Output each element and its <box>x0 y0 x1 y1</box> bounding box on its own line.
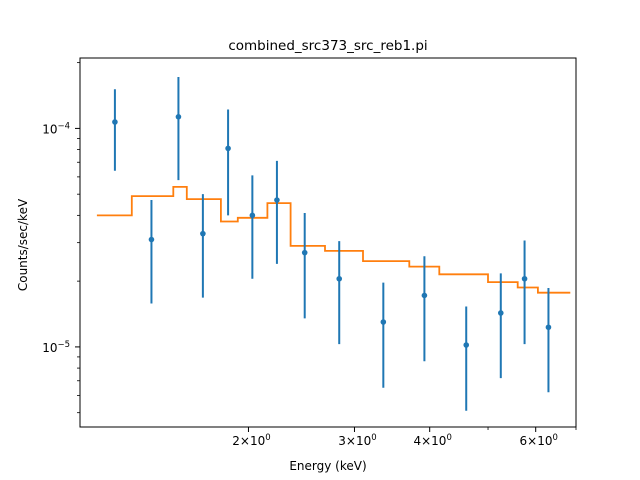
data-marker <box>421 292 428 299</box>
data-marker <box>380 319 387 325</box>
data-point-11 <box>421 256 428 362</box>
plot-frame <box>79 57 577 428</box>
x-tick-label: 3×100 <box>338 433 376 448</box>
data-point-5 <box>225 109 231 216</box>
data-marker <box>175 114 182 120</box>
data-point-6 <box>249 175 256 279</box>
x-tick-label: 6×100 <box>520 433 558 448</box>
data-point-3 <box>175 76 182 181</box>
data-marker <box>148 236 155 243</box>
data-point-15 <box>545 288 552 393</box>
model-layer <box>96 186 571 294</box>
data-marker <box>200 230 206 237</box>
y-axis-label: Counts/sec/keV <box>16 198 30 291</box>
data-point-8 <box>301 213 308 319</box>
data-marker <box>112 119 118 125</box>
data-marker <box>336 275 343 282</box>
data-point-10 <box>380 282 387 388</box>
data-point-9 <box>336 241 343 345</box>
y-tick-label: 10−4 <box>42 121 70 136</box>
model-step-line <box>96 186 571 294</box>
data-point-12 <box>463 306 470 411</box>
x-tick-label: 2×100 <box>232 433 270 448</box>
data-point-14 <box>521 240 528 345</box>
data-point-7 <box>274 160 280 264</box>
y-tick-label: 10−5 <box>42 340 70 355</box>
data-point-4 <box>200 194 206 298</box>
data-marker <box>225 145 231 152</box>
data-marker <box>521 275 528 282</box>
data-marker <box>497 310 504 316</box>
data-points-layer <box>112 76 552 411</box>
chart-title: combined_src373_src_reb1.pi <box>228 38 427 54</box>
x-axis-label: Energy (keV) <box>289 459 366 473</box>
data-marker <box>545 324 552 331</box>
data-marker <box>301 249 308 256</box>
ticks-layer: 2×100 3×100 4×100 6×100 10−5 10−4 <box>42 62 577 448</box>
x-tick-label: 4×100 <box>413 433 451 448</box>
data-point-13 <box>497 273 504 379</box>
data-point-1 <box>112 89 118 171</box>
data-marker <box>463 342 470 348</box>
data-point-2 <box>148 200 155 304</box>
data-marker <box>274 197 280 203</box>
data-marker <box>249 212 256 219</box>
